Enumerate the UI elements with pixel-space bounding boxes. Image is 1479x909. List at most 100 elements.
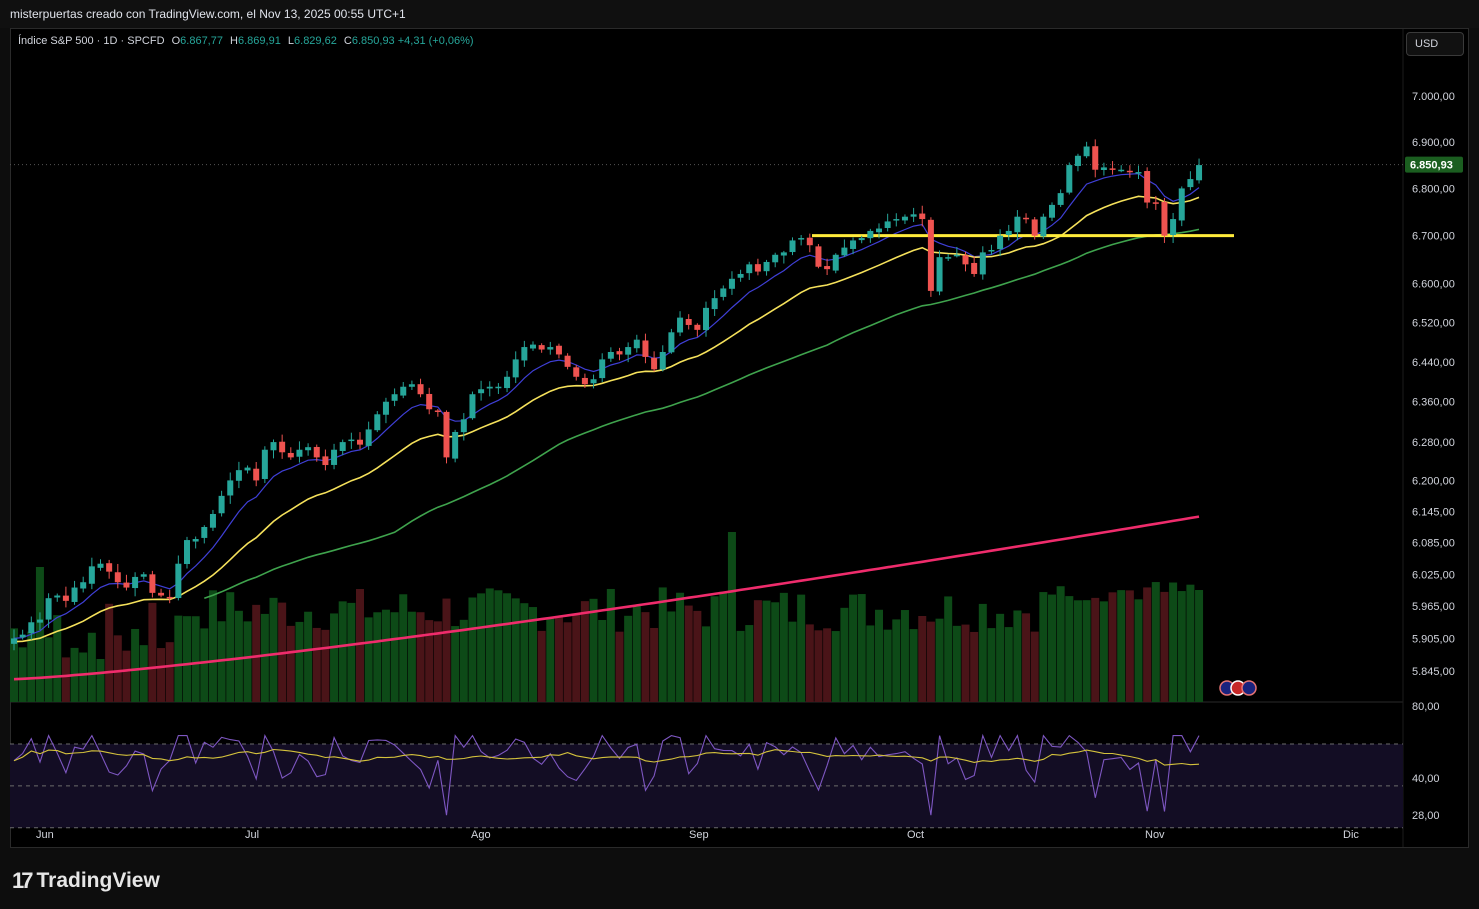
price-tick-label: 6.520,00 [1412, 318, 1455, 330]
volume-bar [399, 594, 408, 702]
volume-bar [624, 615, 633, 702]
candle-body [71, 587, 78, 602]
candle-body [357, 439, 363, 445]
volume-bar [381, 609, 390, 702]
candle-body [677, 317, 684, 333]
time-tick-label: Nov [1145, 829, 1165, 841]
low-label: L [287, 35, 295, 47]
candle-body [581, 377, 588, 385]
volume-bar [18, 647, 27, 702]
close-value: 6.850,93 [351, 35, 395, 47]
candle-body [1170, 219, 1177, 236]
candle-body [1005, 230, 1012, 235]
candle-body [62, 595, 69, 601]
candle-body [36, 619, 43, 623]
ema-mid-line [13, 195, 1200, 643]
volume-bar [762, 600, 771, 702]
volume-bar [27, 631, 36, 702]
price-tick-label: 6.440,00 [1412, 357, 1455, 369]
candle-body [703, 307, 709, 331]
candle-body [953, 254, 960, 257]
price-tick-label: 6.360,00 [1412, 397, 1455, 409]
volume-bar [234, 610, 243, 702]
time-tick-label: Ago [471, 829, 491, 841]
candle-body [80, 582, 87, 589]
candle-body [884, 221, 891, 228]
volume-bar [269, 597, 278, 702]
volume-bar [866, 625, 875, 702]
symbol-name[interactable]: Índice S&P 500 · 1D · SPCFD [18, 35, 165, 47]
candle-body [901, 216, 908, 221]
volume-bar [918, 615, 927, 702]
candle-body [296, 449, 303, 457]
tradingview-brand[interactable]: 17 TradingView [12, 868, 160, 894]
volume-bar [719, 591, 728, 702]
volume-bar [658, 587, 667, 702]
candle-body [45, 598, 52, 620]
candle-body [971, 262, 978, 274]
volume-bar [53, 615, 62, 702]
volume-bar [926, 621, 935, 702]
volume-bar [183, 616, 191, 702]
candle-body [209, 513, 216, 528]
candle-body [1049, 204, 1055, 218]
candle-body [244, 467, 251, 471]
currency-button[interactable]: USD [1406, 32, 1464, 56]
volume-bar [44, 637, 53, 702]
candle-body [1040, 216, 1047, 237]
candle-body [910, 214, 917, 217]
volume-bar [1013, 610, 1022, 702]
candle-body [374, 414, 381, 431]
candle-body [1161, 201, 1168, 236]
price-tick-label: 6.145,00 [1412, 506, 1455, 518]
candle-body [322, 456, 329, 466]
volume-bar [226, 592, 235, 702]
volume-bar [537, 630, 546, 702]
volume-bar [105, 603, 114, 702]
volume-bar [174, 615, 183, 702]
volume-bar [347, 602, 356, 702]
candle-body [979, 252, 986, 275]
volume-bar [1143, 587, 1152, 702]
candle-body [452, 431, 459, 459]
volume-bar [356, 589, 364, 702]
candle-body [694, 324, 701, 330]
volume-bar [753, 600, 762, 702]
volume-bar [598, 619, 607, 702]
volume-bar [563, 622, 572, 702]
candle-body [391, 394, 398, 401]
price-tick-label: 6.600,00 [1412, 279, 1455, 291]
rsi-axis: 80,00 40,00 28,00 [1412, 701, 1440, 822]
chart-caption: misterpuertas creado con TradingView.com… [10, 7, 406, 21]
candle-body [192, 539, 199, 542]
candle-body [460, 419, 467, 433]
candle-body [1126, 170, 1133, 173]
volume-bar [1082, 600, 1091, 702]
candle-body [720, 288, 727, 297]
price-tick-label: 6.700,00 [1412, 231, 1455, 243]
volume-bar [330, 613, 339, 702]
volume-bar [260, 613, 269, 702]
volume-bar [814, 630, 823, 702]
candle-body [599, 359, 606, 379]
candle-body [806, 237, 813, 246]
volume-bar [736, 630, 745, 702]
candle-body [348, 439, 355, 442]
volume-bar [1195, 590, 1204, 702]
price-tick-label: 7.000,00 [1412, 91, 1455, 103]
candle-body [772, 254, 779, 263]
chart-frame[interactable] [10, 28, 1469, 848]
volume-bar [243, 621, 252, 702]
candle-body [443, 411, 450, 458]
time-tick-label: Sep [689, 829, 709, 841]
candle-body [97, 563, 104, 568]
volume-bar [373, 612, 382, 702]
candle-body [737, 273, 744, 278]
volume-bar [572, 614, 581, 702]
candle-body [382, 401, 389, 415]
volume-bar [710, 596, 719, 702]
volume-bar [1177, 591, 1186, 702]
volume-bar [1073, 600, 1082, 702]
volume-bar [840, 607, 849, 702]
